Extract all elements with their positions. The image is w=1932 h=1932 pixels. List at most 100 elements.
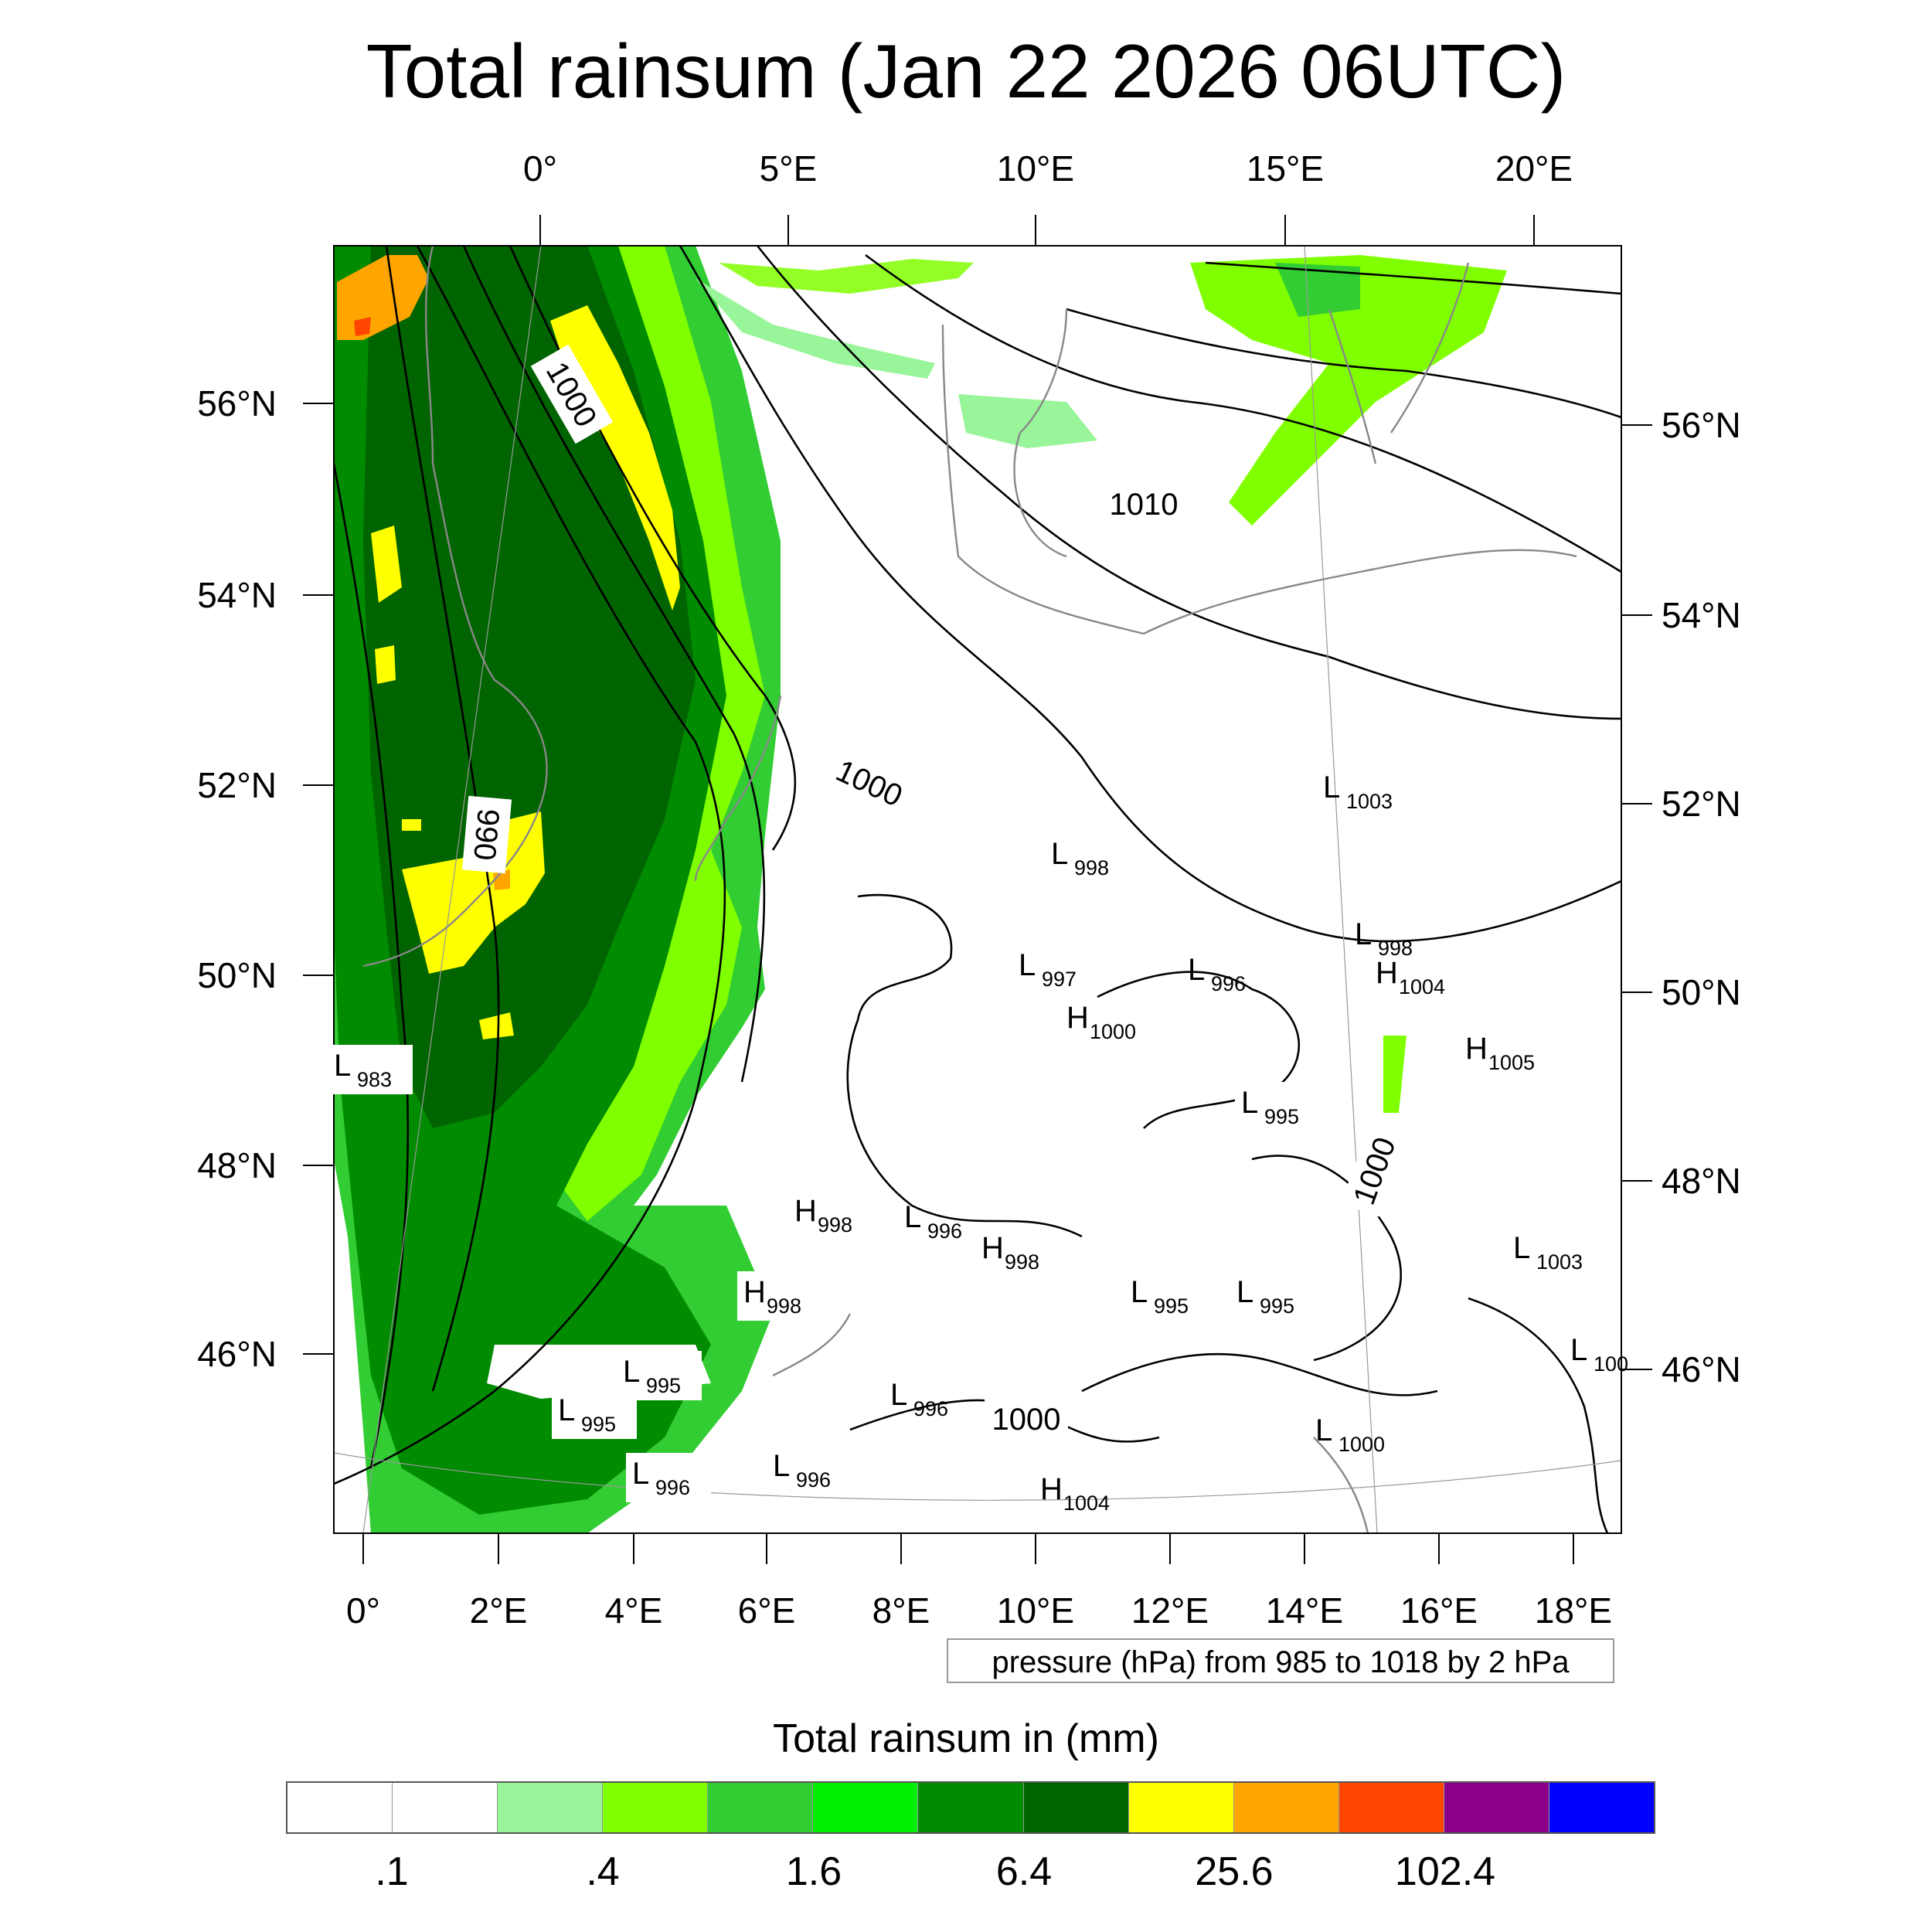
isobar <box>1205 261 1621 295</box>
colorbar-swatch <box>708 1783 814 1832</box>
pressure-center-type: L <box>334 1049 351 1083</box>
pressure-center-value: 998 <box>1378 937 1413 960</box>
colorbar-swatch <box>1444 1783 1549 1832</box>
pressure-center-value: 998 <box>1074 856 1109 879</box>
pressure-center-type: L <box>1019 948 1036 982</box>
pressure-center-type: H <box>1376 956 1398 990</box>
pressure-center: L 1000 <box>1315 1413 1385 1456</box>
precip-yellow-blob <box>402 811 545 974</box>
pressure-center-type: L <box>1051 837 1068 871</box>
left-lat-label: 56°N <box>197 383 277 423</box>
colorbar-swatch <box>813 1783 919 1832</box>
pressure-center: L 995 <box>1131 1275 1189 1318</box>
colorbar-swatch <box>1338 1783 1444 1832</box>
coastline <box>1390 262 1470 434</box>
left-lat-label: 46°N <box>197 1334 277 1374</box>
top-lon-label: 5°E <box>759 148 818 189</box>
axis-ticks <box>303 215 1652 1564</box>
isobar-label: 990 <box>467 808 505 862</box>
isobar <box>1066 308 1621 419</box>
pressure-center-type: H <box>981 1231 1004 1265</box>
pressure-center: H 998 <box>737 1271 822 1321</box>
pressure-center: L 995 <box>552 1389 637 1439</box>
pressure-center-type: L <box>904 1200 921 1234</box>
coastline <box>694 695 782 882</box>
pressure-center-value: 1000 <box>1338 1433 1385 1456</box>
precip-yellow-spot <box>371 526 402 603</box>
colorbar-label: 102.4 <box>1394 1849 1496 1894</box>
pressure-center-type: H <box>743 1275 766 1309</box>
bottom-lon-label: 6°E <box>737 1590 796 1631</box>
precip-orange-spot <box>493 869 510 890</box>
pressure-center-type: L <box>1241 1086 1258 1120</box>
bottom-lon-label: 14°E <box>1265 1590 1344 1631</box>
isobar <box>334 246 726 1485</box>
colorbar-title: Total rainsum in (mm) <box>773 1716 1159 1761</box>
isobar-label: 1010 <box>1110 488 1179 522</box>
pressure-center-value: 996 <box>927 1219 962 1243</box>
precip-north-streak <box>1190 255 1507 526</box>
isobar <box>462 246 766 1083</box>
meridian-line <box>1304 246 1378 1533</box>
isobar <box>334 463 410 1469</box>
pressure-center: H 1005 <box>1465 1032 1535 1074</box>
bottom-lon-label: 12°E <box>1131 1590 1209 1631</box>
pressure-center-value: 1003 <box>1346 790 1393 813</box>
pressure-center: L 996 <box>1188 953 1246 995</box>
top-lon-label: 0° <box>523 148 557 189</box>
isobar <box>679 246 1621 943</box>
precip-east-spot <box>1383 1036 1406 1113</box>
coastline <box>362 246 548 968</box>
graticule <box>334 246 1621 1533</box>
colorbar-swatch <box>1023 1783 1129 1832</box>
precip-pale-green-band <box>541 246 765 1221</box>
pressure-center-value: 995 <box>1154 1294 1189 1318</box>
coastline <box>772 1313 852 1377</box>
pressure-center-type: L <box>1315 1413 1332 1447</box>
pressure-center-value: 996 <box>913 1397 948 1420</box>
left-lat-label: 54°N <box>197 575 277 615</box>
pressure-center-value: 998 <box>818 1213 852 1236</box>
map-title: Total rainsum (Jan 22 2026 06UTC) <box>366 29 1566 114</box>
pressure-center: L 1003 <box>1513 1231 1583 1274</box>
pressure-center-value: 997 <box>1042 968 1077 991</box>
isobar <box>756 246 1621 720</box>
isobar-label: 1000 <box>831 753 907 813</box>
bottom-lon-label: 4°E <box>604 1590 663 1631</box>
pressure-center-value: 1004 <box>1063 1492 1110 1515</box>
pressure-center-type: L <box>1131 1275 1148 1309</box>
pressure-center: H 1000 <box>1066 1001 1136 1043</box>
colorbar-swatch <box>393 1783 498 1832</box>
pressure-center-value: 998 <box>1005 1250 1039 1274</box>
pressure-center: H 998 <box>794 1194 852 1236</box>
isobar <box>846 893 1083 1238</box>
top-lon-label: 20°E <box>1495 148 1573 189</box>
pressure-center: L 998 <box>1355 917 1413 960</box>
map-frame <box>333 245 1622 1534</box>
pressure-center: L 998 <box>1051 837 1109 879</box>
isobar <box>1468 1297 1609 1533</box>
bottom-lon-label: 16°E <box>1400 1590 1478 1631</box>
isobar <box>1097 971 1301 1129</box>
pressure-center: H 1004 <box>1040 1472 1110 1515</box>
bottom-lon-label: 0° <box>346 1590 380 1631</box>
left-lat-label: 50°N <box>197 955 277 995</box>
right-lat-label: 54°N <box>1662 595 1741 635</box>
coastline <box>1013 308 1068 558</box>
meridian-line <box>362 246 542 1533</box>
left-lat-label: 48°N <box>197 1145 277 1185</box>
isobar <box>865 253 1621 573</box>
pressure-center-type: L <box>773 1449 790 1483</box>
right-lat-label: 56°N <box>1662 405 1741 445</box>
pressure-center-value: 995 <box>1264 1105 1299 1128</box>
pressure-center: L 983 <box>328 1045 413 1094</box>
pressure-center: L 996 <box>890 1378 948 1420</box>
pressure-center-value: 995 <box>646 1374 681 1397</box>
coastline <box>1313 1437 1369 1533</box>
pressure-center: H 998 <box>981 1231 1039 1274</box>
pressure-center-value: 995 <box>581 1413 616 1436</box>
pressure-center: L 997 <box>1019 948 1077 991</box>
pressure-center: L 996 <box>773 1449 831 1492</box>
pressure-center-type: L <box>558 1393 575 1427</box>
